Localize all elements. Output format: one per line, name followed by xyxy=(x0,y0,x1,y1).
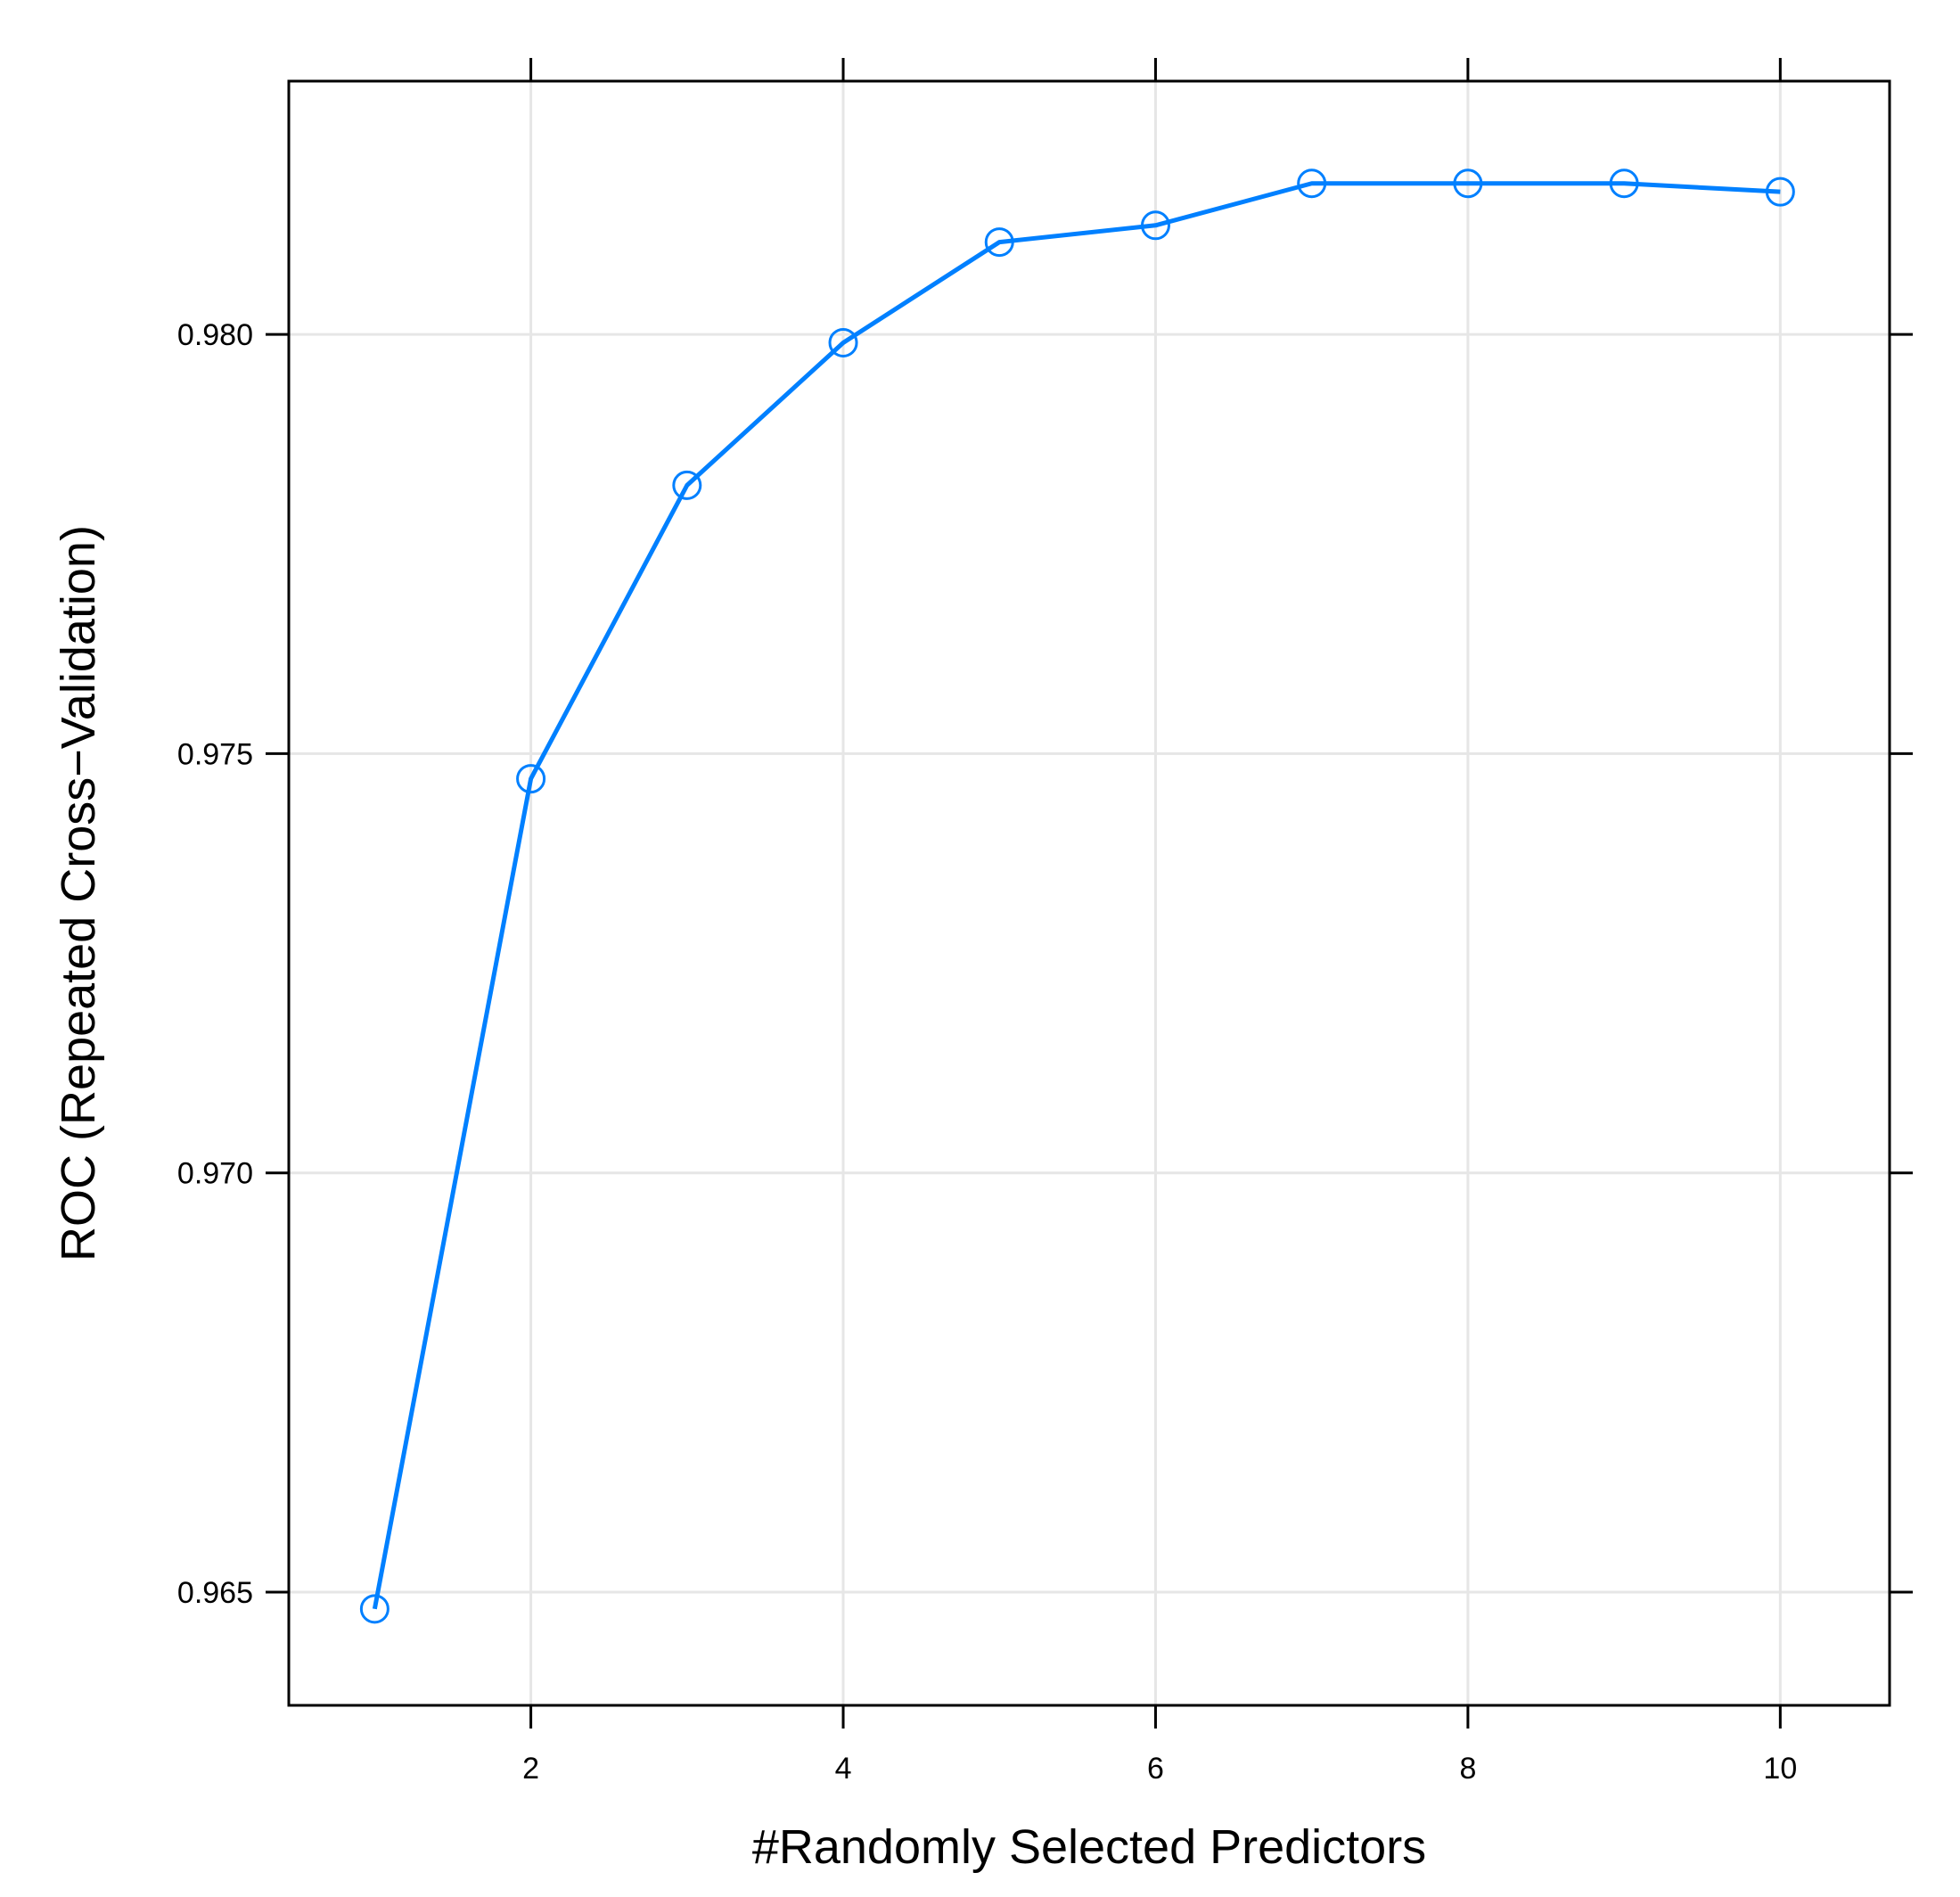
x-tick-label-4: 10 xyxy=(1763,1752,1797,1786)
data-point-5 xyxy=(984,227,1014,258)
x-tick-label-1: 4 xyxy=(835,1752,852,1786)
data-point-6 xyxy=(1140,210,1170,241)
x-tick-label-0: 2 xyxy=(522,1752,539,1786)
data-point-3 xyxy=(672,470,702,500)
data-point-9 xyxy=(1609,168,1639,199)
y-tick-label-2: 0.975 xyxy=(177,737,253,771)
axis-ticks: 2 4 6 8 10 0.965 0.970 0.975 0.980 xyxy=(177,58,1913,1786)
series-line-0 xyxy=(372,181,1781,1610)
x-tick-label-3: 8 xyxy=(1459,1752,1476,1786)
x-axis-title: #Randomly Selected Predictors xyxy=(752,1820,1426,1874)
y-tick-label-0: 0.965 xyxy=(177,1576,253,1610)
x-tick-label-2: 6 xyxy=(1147,1752,1164,1786)
data-point-10 xyxy=(1765,177,1795,207)
data-point-8 xyxy=(1453,168,1483,199)
data-point-7 xyxy=(1297,168,1327,199)
y-tick-label-1: 0.970 xyxy=(177,1157,253,1191)
grid-lines xyxy=(289,81,1890,1705)
plot-frame xyxy=(287,79,1891,1707)
data-point-4 xyxy=(828,327,858,357)
data-point-2 xyxy=(516,764,546,794)
series-roc xyxy=(359,168,1795,1624)
data-point-1 xyxy=(359,1594,390,1624)
y-axis-title: ROC (Repeated Cross−Validation) xyxy=(52,525,105,1261)
y-tick-label-3: 0.980 xyxy=(177,318,253,352)
